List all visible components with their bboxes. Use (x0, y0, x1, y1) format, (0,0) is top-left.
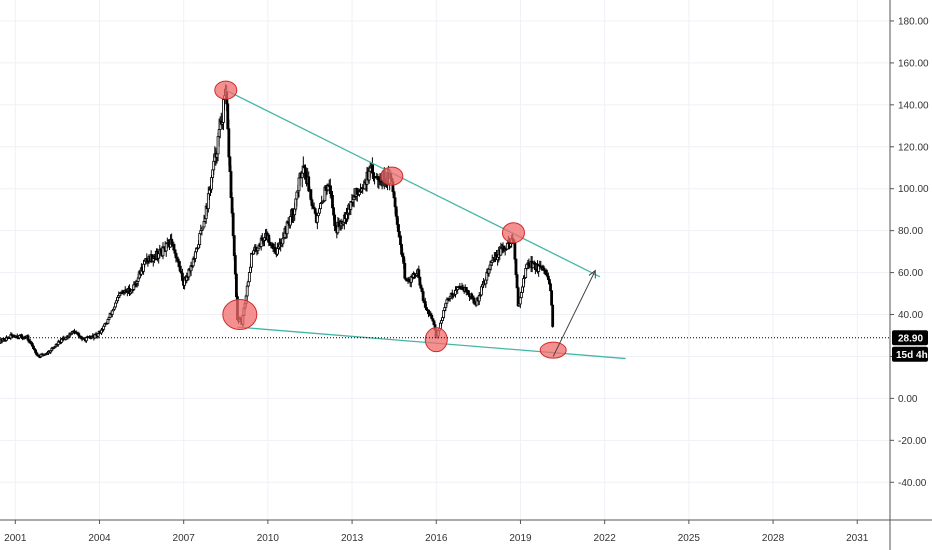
upper-trendline (225, 89, 601, 278)
candle-body (234, 273, 238, 298)
candle-body (178, 265, 182, 272)
current-price-tag (892, 330, 928, 346)
candle-body (231, 212, 235, 237)
x-tick-label: 2019 (509, 533, 532, 544)
y-tick-label: 160.00 (898, 58, 929, 69)
projection-arrow (552, 269, 596, 357)
candle-body (114, 302, 117, 308)
candle-body (246, 281, 250, 287)
candle-body (319, 202, 322, 210)
marked-point-ellipse (501, 222, 525, 244)
x-tick-label: 2031 (846, 533, 869, 544)
candle-body (403, 263, 407, 279)
candle-body (550, 290, 553, 306)
countdown-value: 15d 4h (896, 350, 928, 361)
x-tick-label: 2025 (678, 533, 701, 544)
candle-body (519, 292, 523, 299)
marked-point-ellipse (222, 299, 258, 331)
projection-arrow-head (588, 269, 596, 279)
candle-body (549, 283, 552, 292)
candle-body (250, 252, 253, 268)
y-tick-label: -20.00 (898, 436, 927, 447)
candle-body (233, 255, 237, 275)
candle-body (247, 272, 251, 283)
marked-point-ellipse (214, 80, 238, 100)
y-tick-label: 60.00 (898, 268, 923, 279)
candle-body (227, 128, 231, 158)
countdown-tag (892, 346, 928, 362)
candle-body (421, 291, 425, 301)
candle-body (518, 297, 522, 305)
projection-arrow-line (552, 270, 596, 357)
marked-point-ellipse (424, 327, 448, 353)
x-tick-label: 2016 (425, 533, 448, 544)
candle-body (198, 233, 202, 246)
marked-point-ellipse (380, 166, 404, 186)
x-tick-label: 2010 (257, 533, 280, 544)
y-tick-label: 140.00 (898, 100, 929, 111)
candlestick-series (0, 84, 555, 359)
y-tick-label: 80.00 (898, 226, 923, 237)
candle-body (397, 231, 401, 237)
x-tick-label: 2013 (341, 533, 364, 544)
x-tick-label: 2007 (173, 533, 196, 544)
x-tick-label: 2004 (88, 533, 111, 544)
y-tick-label: 0.00 (898, 394, 918, 405)
y-tick-label: 100.00 (898, 184, 929, 195)
x-axis-labels: 2001 2004 2007 2010 2013 2016 2019 2022 2025 2028… (4, 520, 869, 544)
x-tick-label: 2022 (594, 533, 617, 544)
y-tick-label: 120.00 (898, 142, 929, 153)
candle-body (513, 241, 517, 260)
x-tick-label: 2028 (762, 533, 785, 544)
x-tick-label: 2001 (4, 533, 27, 544)
chart-grid (0, 0, 890, 520)
candle-body (515, 274, 519, 289)
price-tags: 28.90 15d 4h (892, 330, 928, 362)
y-tick-label: -40.00 (898, 478, 927, 489)
candle-body (393, 197, 397, 208)
candle-body (551, 304, 555, 327)
candle-body (368, 167, 372, 172)
y-axis-labels: -40.00-20.000.0020.0040.0060.0080.00100.… (890, 16, 929, 489)
current-price-value: 28.90 (898, 333, 923, 344)
y-tick-label: 40.00 (898, 310, 923, 321)
marked-point-ellipse (539, 341, 567, 359)
y-tick-label: 180.00 (898, 16, 929, 27)
candle-body (232, 235, 236, 256)
marked-points (214, 80, 567, 359)
